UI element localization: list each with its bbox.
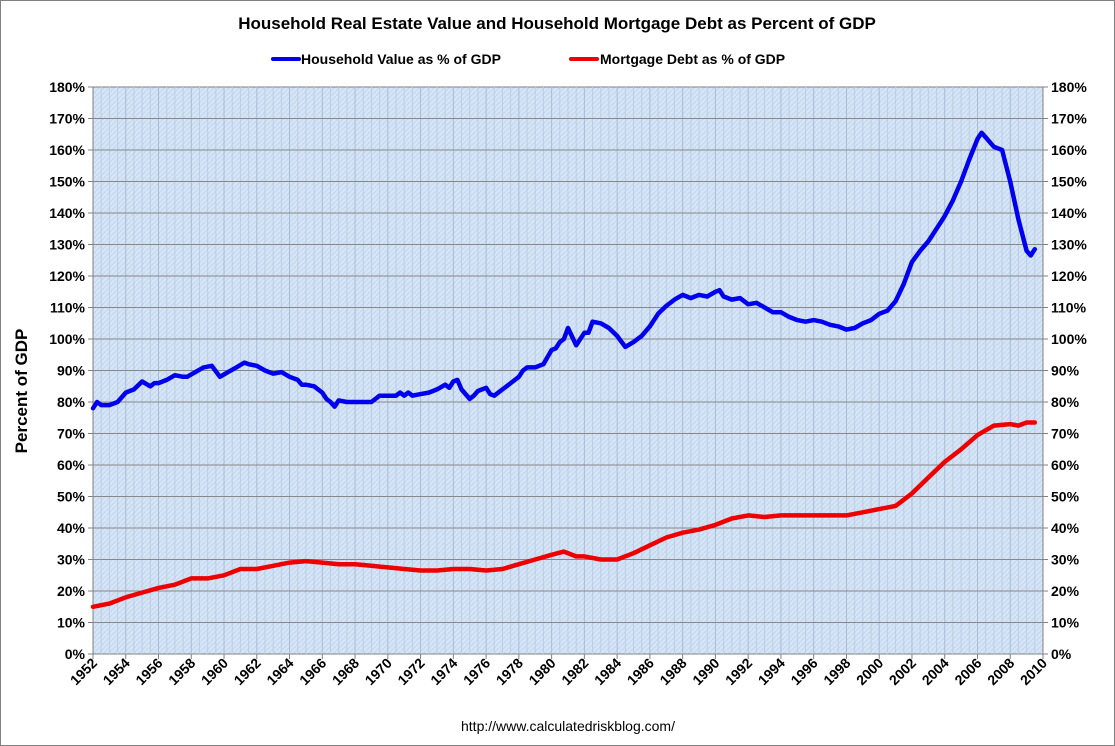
y-tick-label-left: 50% bbox=[57, 489, 86, 505]
x-tick-label: 1992 bbox=[722, 655, 755, 688]
y-tick-label-right: 140% bbox=[1051, 205, 1087, 221]
x-tick-label: 1988 bbox=[656, 655, 689, 688]
x-tick-label: 1970 bbox=[362, 655, 395, 688]
y-tick-label-left: 130% bbox=[49, 237, 85, 253]
x-tick-label: 1958 bbox=[165, 655, 198, 688]
y-tick-label-left: 170% bbox=[49, 111, 85, 127]
x-tick-label: 2004 bbox=[919, 655, 952, 688]
y-tick-label-left: 180% bbox=[49, 79, 85, 95]
x-tick-label: 1954 bbox=[100, 655, 133, 688]
x-tick-label: 1998 bbox=[820, 655, 853, 688]
y-tick-label-right: 150% bbox=[1051, 174, 1087, 190]
x-tick-label: 1984 bbox=[591, 655, 624, 688]
source-url: http://www.calculatedriskblog.com/ bbox=[461, 718, 675, 734]
x-axis-ticks: 1952 1954 1956 1958 1960 1962 1964 1966 1968 1970… bbox=[67, 654, 1050, 688]
y-tick-label-right: 180% bbox=[1051, 79, 1087, 95]
y-tick-label-right: 100% bbox=[1051, 331, 1087, 347]
y-tick-label-right: 60% bbox=[1051, 457, 1080, 473]
x-tick-label: 1964 bbox=[263, 655, 296, 688]
y-axis-left-ticks: 0% 10% 20% 30% 40% 50% 60% 70% 80% 90% 100% 110% 120… bbox=[49, 79, 93, 662]
y-tick-label-right: 80% bbox=[1051, 394, 1080, 410]
series-line-household-value bbox=[90, 130, 1038, 411]
y-tick-label-right: 70% bbox=[1051, 426, 1080, 442]
y-tick-label-left: 120% bbox=[49, 268, 85, 284]
y-tick-label-right: 90% bbox=[1051, 363, 1080, 379]
x-tick-label: 1980 bbox=[525, 655, 558, 688]
legend-label-mortgage-debt: Mortgage Debt as % of GDP bbox=[600, 51, 785, 67]
horizontal-gridlines bbox=[93, 118, 1043, 623]
y-tick-label-right: 110% bbox=[1051, 300, 1087, 316]
y-axis-label: Percent of GDP bbox=[12, 329, 31, 454]
y-tick-label-right: 130% bbox=[1051, 237, 1087, 253]
y-tick-label-left: 60% bbox=[57, 457, 86, 473]
y-tick-label-right: 120% bbox=[1051, 268, 1087, 284]
y-tick-label-left: 30% bbox=[57, 552, 86, 568]
x-tick-label: 1974 bbox=[427, 655, 460, 688]
x-tick-label: 1978 bbox=[493, 655, 526, 688]
y-tick-label-left: 40% bbox=[57, 520, 86, 536]
x-tick-label: 1966 bbox=[296, 655, 329, 688]
x-tick-label: 1960 bbox=[198, 655, 231, 688]
y-tick-label-left: 150% bbox=[49, 174, 85, 190]
x-tick-label: 1994 bbox=[755, 655, 788, 688]
x-tick-label: 1986 bbox=[624, 655, 657, 688]
y-tick-label-left: 140% bbox=[49, 205, 85, 221]
y-tick-label-left: 80% bbox=[57, 394, 86, 410]
chart-title: Household Real Estate Value and Househol… bbox=[238, 14, 876, 33]
x-tick-label: 1962 bbox=[231, 655, 264, 688]
x-tick-label: 2006 bbox=[951, 655, 984, 688]
y-tick-label-left: 0% bbox=[65, 646, 86, 662]
y-tick-label-left: 100% bbox=[49, 331, 85, 347]
x-tick-label: 2000 bbox=[853, 655, 886, 688]
y-tick-label-right: 30% bbox=[1051, 552, 1080, 568]
y-tick-label-left: 10% bbox=[57, 615, 86, 631]
y-tick-label-right: 170% bbox=[1051, 111, 1087, 127]
x-tick-label: 1956 bbox=[132, 655, 165, 688]
series-lines bbox=[90, 130, 1038, 610]
x-tick-label: 2002 bbox=[886, 655, 919, 688]
y-tick-label-right: 20% bbox=[1051, 583, 1080, 599]
y-tick-label-left: 20% bbox=[57, 583, 86, 599]
x-tick-label: 1968 bbox=[329, 655, 362, 688]
x-tick-label: 1972 bbox=[394, 655, 427, 688]
legend-label-household-value: Household Value as % of GDP bbox=[301, 51, 501, 67]
y-tick-label-right: 40% bbox=[1051, 520, 1080, 536]
x-tick-label: 1996 bbox=[787, 655, 820, 688]
y-tick-label-left: 90% bbox=[57, 363, 86, 379]
x-tick-label: 1982 bbox=[558, 655, 591, 688]
x-tick-label: 2008 bbox=[984, 655, 1017, 688]
y-tick-label-right: 0% bbox=[1051, 646, 1072, 662]
x-tick-label: 1976 bbox=[460, 655, 493, 688]
x-tick-label: 1990 bbox=[689, 655, 722, 688]
y-tick-label-right: 160% bbox=[1051, 142, 1087, 158]
y-tick-label-right: 10% bbox=[1051, 615, 1080, 631]
series-line-mortgage-debt bbox=[90, 420, 1038, 610]
y-tick-label-left: 110% bbox=[50, 300, 86, 316]
legend: Household Value as % of GDP Mortgage Deb… bbox=[271, 51, 785, 67]
y-tick-label-left: 70% bbox=[57, 426, 86, 442]
y-axis-right-ticks: 0% 10% 20% 30% 40% 50% 60% 70% 80% 90% 100% 110% 120… bbox=[1043, 79, 1087, 662]
x-tick-label: 2010 bbox=[1017, 655, 1050, 688]
y-tick-label-left: 160% bbox=[49, 142, 85, 158]
y-tick-label-right: 50% bbox=[1051, 489, 1080, 505]
